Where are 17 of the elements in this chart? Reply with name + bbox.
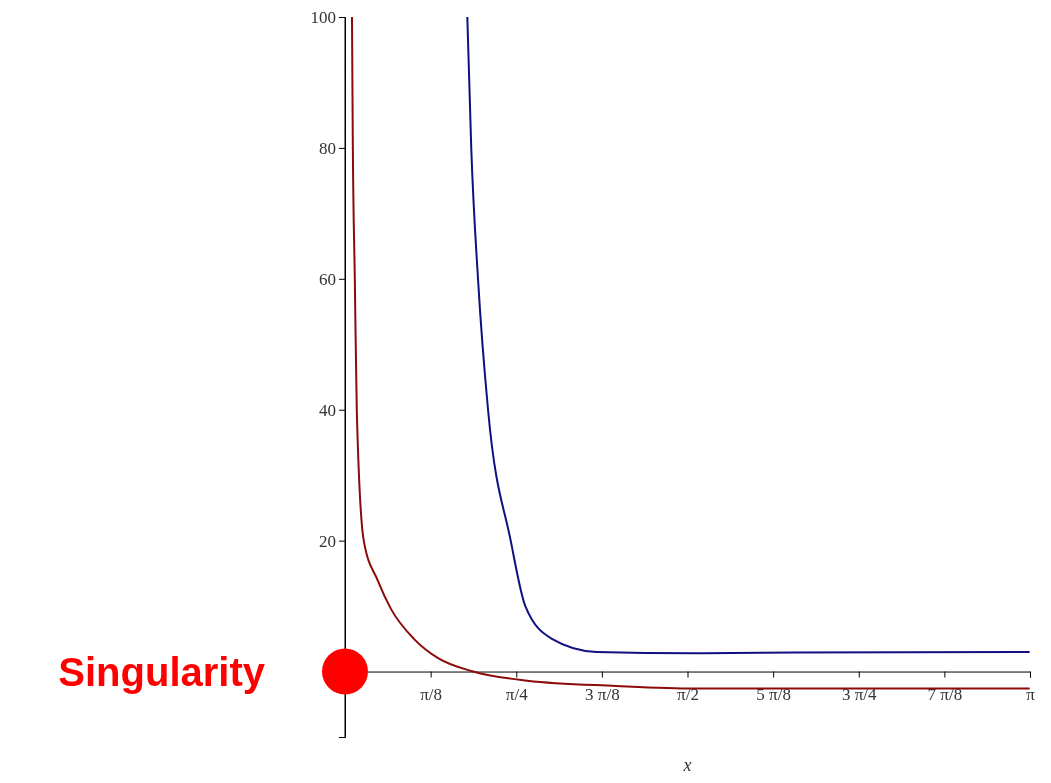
x-tick-label: π/8 <box>420 684 443 704</box>
y-tick-label: 40 <box>319 400 336 420</box>
x-tick-label: π/2 <box>677 684 699 704</box>
x-axis-title: x <box>682 755 692 775</box>
x-tick-label: 5 π/8 <box>756 684 791 704</box>
x-tick-label: π/4 <box>505 684 529 704</box>
line-series <box>350 16 1031 690</box>
y-tick-label: 80 <box>319 138 336 158</box>
line-series <box>466 16 1031 655</box>
x-tick-label: 3 π/8 <box>585 684 620 704</box>
text: Singularity <box>58 649 266 694</box>
x-tick-label: π <box>1026 684 1036 704</box>
x-tick-label: 7 π/8 <box>927 684 963 704</box>
y-tick-label: 100 <box>310 7 336 27</box>
x-tick-label: 3 π/4 <box>841 684 878 704</box>
y-tick-label: 20 <box>319 531 336 551</box>
y-tick-label: 60 <box>319 269 336 289</box>
